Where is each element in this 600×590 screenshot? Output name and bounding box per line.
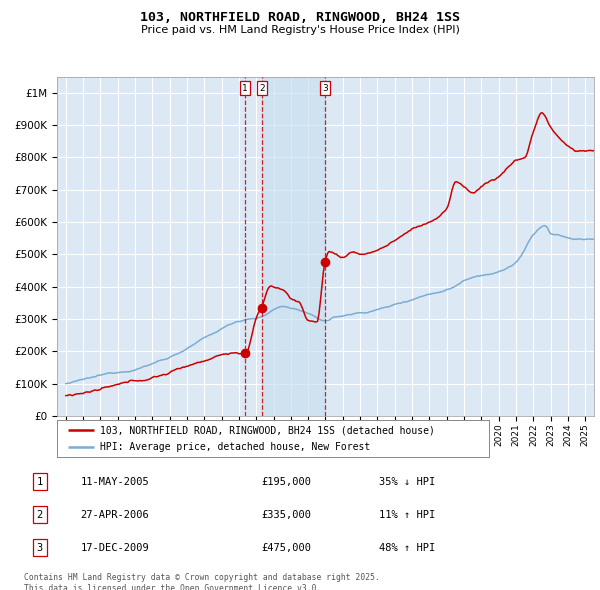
Text: 11% ↑ HPI: 11% ↑ HPI bbox=[379, 510, 436, 520]
Bar bbox=[262, 77, 325, 416]
Text: 1: 1 bbox=[37, 477, 43, 487]
Text: 48% ↑ HPI: 48% ↑ HPI bbox=[379, 543, 436, 553]
Text: 1: 1 bbox=[242, 84, 248, 93]
Text: 3: 3 bbox=[322, 84, 328, 93]
Text: 103, NORTHFIELD ROAD, RINGWOOD, BH24 1SS: 103, NORTHFIELD ROAD, RINGWOOD, BH24 1SS bbox=[140, 11, 460, 24]
Text: 35% ↓ HPI: 35% ↓ HPI bbox=[379, 477, 436, 487]
Text: 2: 2 bbox=[37, 510, 43, 520]
Text: 27-APR-2006: 27-APR-2006 bbox=[80, 510, 149, 520]
Text: £195,000: £195,000 bbox=[261, 477, 311, 487]
Text: Contains HM Land Registry data © Crown copyright and database right 2025.
This d: Contains HM Land Registry data © Crown c… bbox=[24, 573, 380, 590]
Text: 11-MAY-2005: 11-MAY-2005 bbox=[80, 477, 149, 487]
Text: 103, NORTHFIELD ROAD, RINGWOOD, BH24 1SS (detached house): 103, NORTHFIELD ROAD, RINGWOOD, BH24 1SS… bbox=[100, 425, 435, 435]
Text: £475,000: £475,000 bbox=[261, 543, 311, 553]
Text: 17-DEC-2009: 17-DEC-2009 bbox=[80, 543, 149, 553]
Text: HPI: Average price, detached house, New Forest: HPI: Average price, detached house, New … bbox=[100, 442, 370, 452]
Text: 3: 3 bbox=[37, 543, 43, 553]
Text: Price paid vs. HM Land Registry's House Price Index (HPI): Price paid vs. HM Land Registry's House … bbox=[140, 25, 460, 35]
Text: 2: 2 bbox=[259, 84, 265, 93]
Text: £335,000: £335,000 bbox=[261, 510, 311, 520]
